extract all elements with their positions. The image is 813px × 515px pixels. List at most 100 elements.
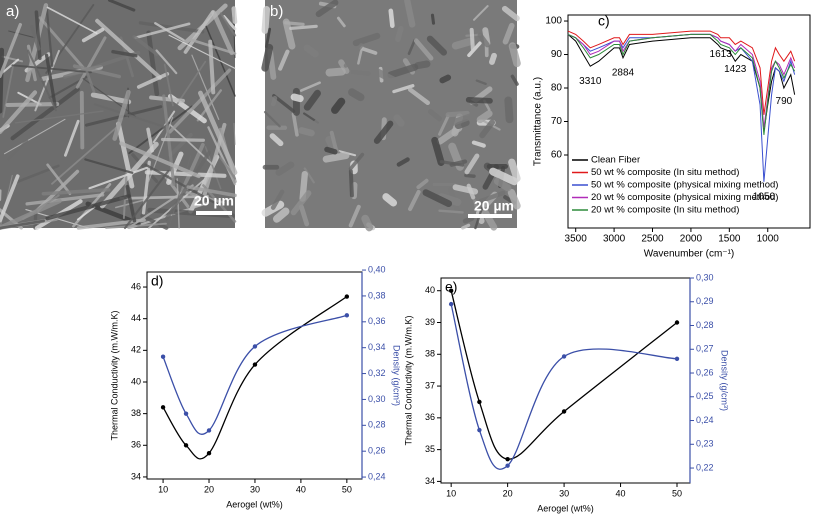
- texture-stroke: [269, 133, 284, 147]
- data-point: [674, 356, 680, 361]
- panel-label: e): [445, 279, 457, 295]
- y2-tick-label: 0,36: [368, 316, 386, 326]
- texture-stroke: [154, 22, 185, 42]
- texture-stroke: [478, 190, 506, 204]
- texture-stroke: [136, 72, 170, 89]
- texture-stroke: [502, 22, 515, 45]
- texture-stroke: [0, 47, 5, 114]
- x-axis-label: Aerogel (wt%): [537, 503, 594, 513]
- texture-stroke: [168, 34, 236, 69]
- y2-axis-label: Density (g/cm³): [720, 350, 730, 411]
- texture-stroke: [508, 158, 521, 182]
- texture-stroke: [176, 60, 207, 105]
- legend-label: Clean Fiber: [591, 155, 640, 166]
- texture-stroke: [461, 223, 471, 230]
- texture-stroke: [427, 108, 442, 122]
- y2-tick-label: 0,34: [368, 342, 386, 352]
- x-tick-label: 50: [672, 488, 682, 498]
- x-axis-label: Aerogel (wt%): [226, 499, 283, 509]
- y-tick-label: 36: [425, 412, 435, 422]
- texture-stroke: [146, 127, 154, 153]
- texture-stroke: [112, 89, 131, 141]
- texture-stroke: [438, 114, 450, 136]
- series-line: [567, 33, 796, 135]
- texture-stroke: [348, 152, 365, 171]
- y2-tick-label: 0,26: [696, 367, 714, 377]
- texture-stroke: [430, 13, 436, 25]
- texture-stroke: [76, 206, 96, 221]
- texture-stroke: [72, 64, 122, 79]
- texture-stroke: [196, 89, 223, 122]
- texture-stroke: [431, 136, 445, 166]
- texture-stroke: [146, 30, 160, 97]
- texture-stroke: [303, 44, 319, 58]
- texture-stroke: [299, 204, 310, 227]
- y-tick-label: 40: [425, 285, 435, 295]
- texture-stroke: [38, 16, 85, 69]
- texture-stroke: [348, 204, 361, 228]
- texture-stroke: [75, 36, 107, 89]
- texture-stroke: [0, 174, 20, 223]
- y2-tick-label: 0,23: [696, 439, 714, 449]
- texture-stroke: [275, 161, 295, 176]
- texture-stroke: [177, 142, 205, 198]
- data-point: [160, 354, 166, 359]
- texture-stroke: [348, 169, 354, 198]
- y-tick-label: 34: [425, 476, 435, 486]
- texture-stroke: [46, 6, 98, 35]
- texture-stroke: [191, 54, 220, 120]
- texture-stroke: [168, 132, 193, 158]
- y-tick-label: 34: [131, 471, 141, 481]
- texture-stroke: [352, 32, 381, 47]
- texture-stroke: [422, 189, 453, 208]
- y-tick-label: 35: [425, 444, 435, 454]
- texture-stroke: [373, 120, 394, 144]
- texture-stroke: [475, 79, 487, 86]
- y2-tick-label: 0,38: [368, 290, 386, 300]
- texture-stroke: [388, 8, 395, 28]
- texture-stroke: [44, 53, 57, 107]
- texture-stroke: [476, 110, 493, 124]
- texture-stroke: [272, 207, 290, 223]
- y2-tick-label: 0,40: [368, 264, 386, 274]
- texture-stroke: [374, 68, 402, 86]
- texture-stroke: [290, 190, 312, 216]
- texture-stroke: [270, 189, 285, 210]
- x-tick-label: 20: [204, 484, 214, 494]
- texture-stroke: [27, 49, 57, 112]
- texture-stroke: [329, 130, 339, 154]
- texture-stroke: [2, 61, 15, 118]
- data-point: [206, 451, 212, 456]
- texture-stroke: [144, 163, 219, 206]
- texture-stroke: [454, 119, 470, 130]
- texture-stroke: [462, 215, 475, 224]
- x-tick-label: 2000: [680, 234, 703, 245]
- texture-stroke: [4, 118, 66, 155]
- texture-stroke: [81, 27, 105, 43]
- texture-stroke: [348, 88, 365, 102]
- x-tick-label: 50: [342, 484, 352, 494]
- texture-stroke: [387, 63, 419, 79]
- texture-stroke: [351, 182, 358, 200]
- texture-stroke: [34, 10, 42, 61]
- x-tick-label: 1500: [718, 234, 741, 245]
- y-tick-label: 60: [551, 150, 563, 161]
- x-tick-label: 2500: [641, 234, 664, 245]
- texture-stroke: [324, 146, 338, 155]
- texture-stroke: [163, 63, 174, 107]
- texture-stroke: [155, 49, 178, 75]
- texture-stroke: [426, 35, 448, 56]
- texture-stroke: [168, 68, 232, 134]
- y-tick-label: 40: [131, 376, 141, 386]
- legend-label: 50 wt % composite (In situ method): [591, 167, 739, 178]
- data-point: [344, 294, 350, 299]
- texture-stroke: [414, 60, 431, 70]
- texture-stroke: [331, 97, 346, 114]
- texture-stroke: [88, 166, 148, 190]
- texture-stroke: [125, 184, 137, 223]
- y2-tick-label: 0,24: [368, 471, 386, 481]
- texture-stroke: [466, 183, 476, 200]
- series-line: [450, 303, 678, 470]
- texture-stroke: [469, 27, 475, 52]
